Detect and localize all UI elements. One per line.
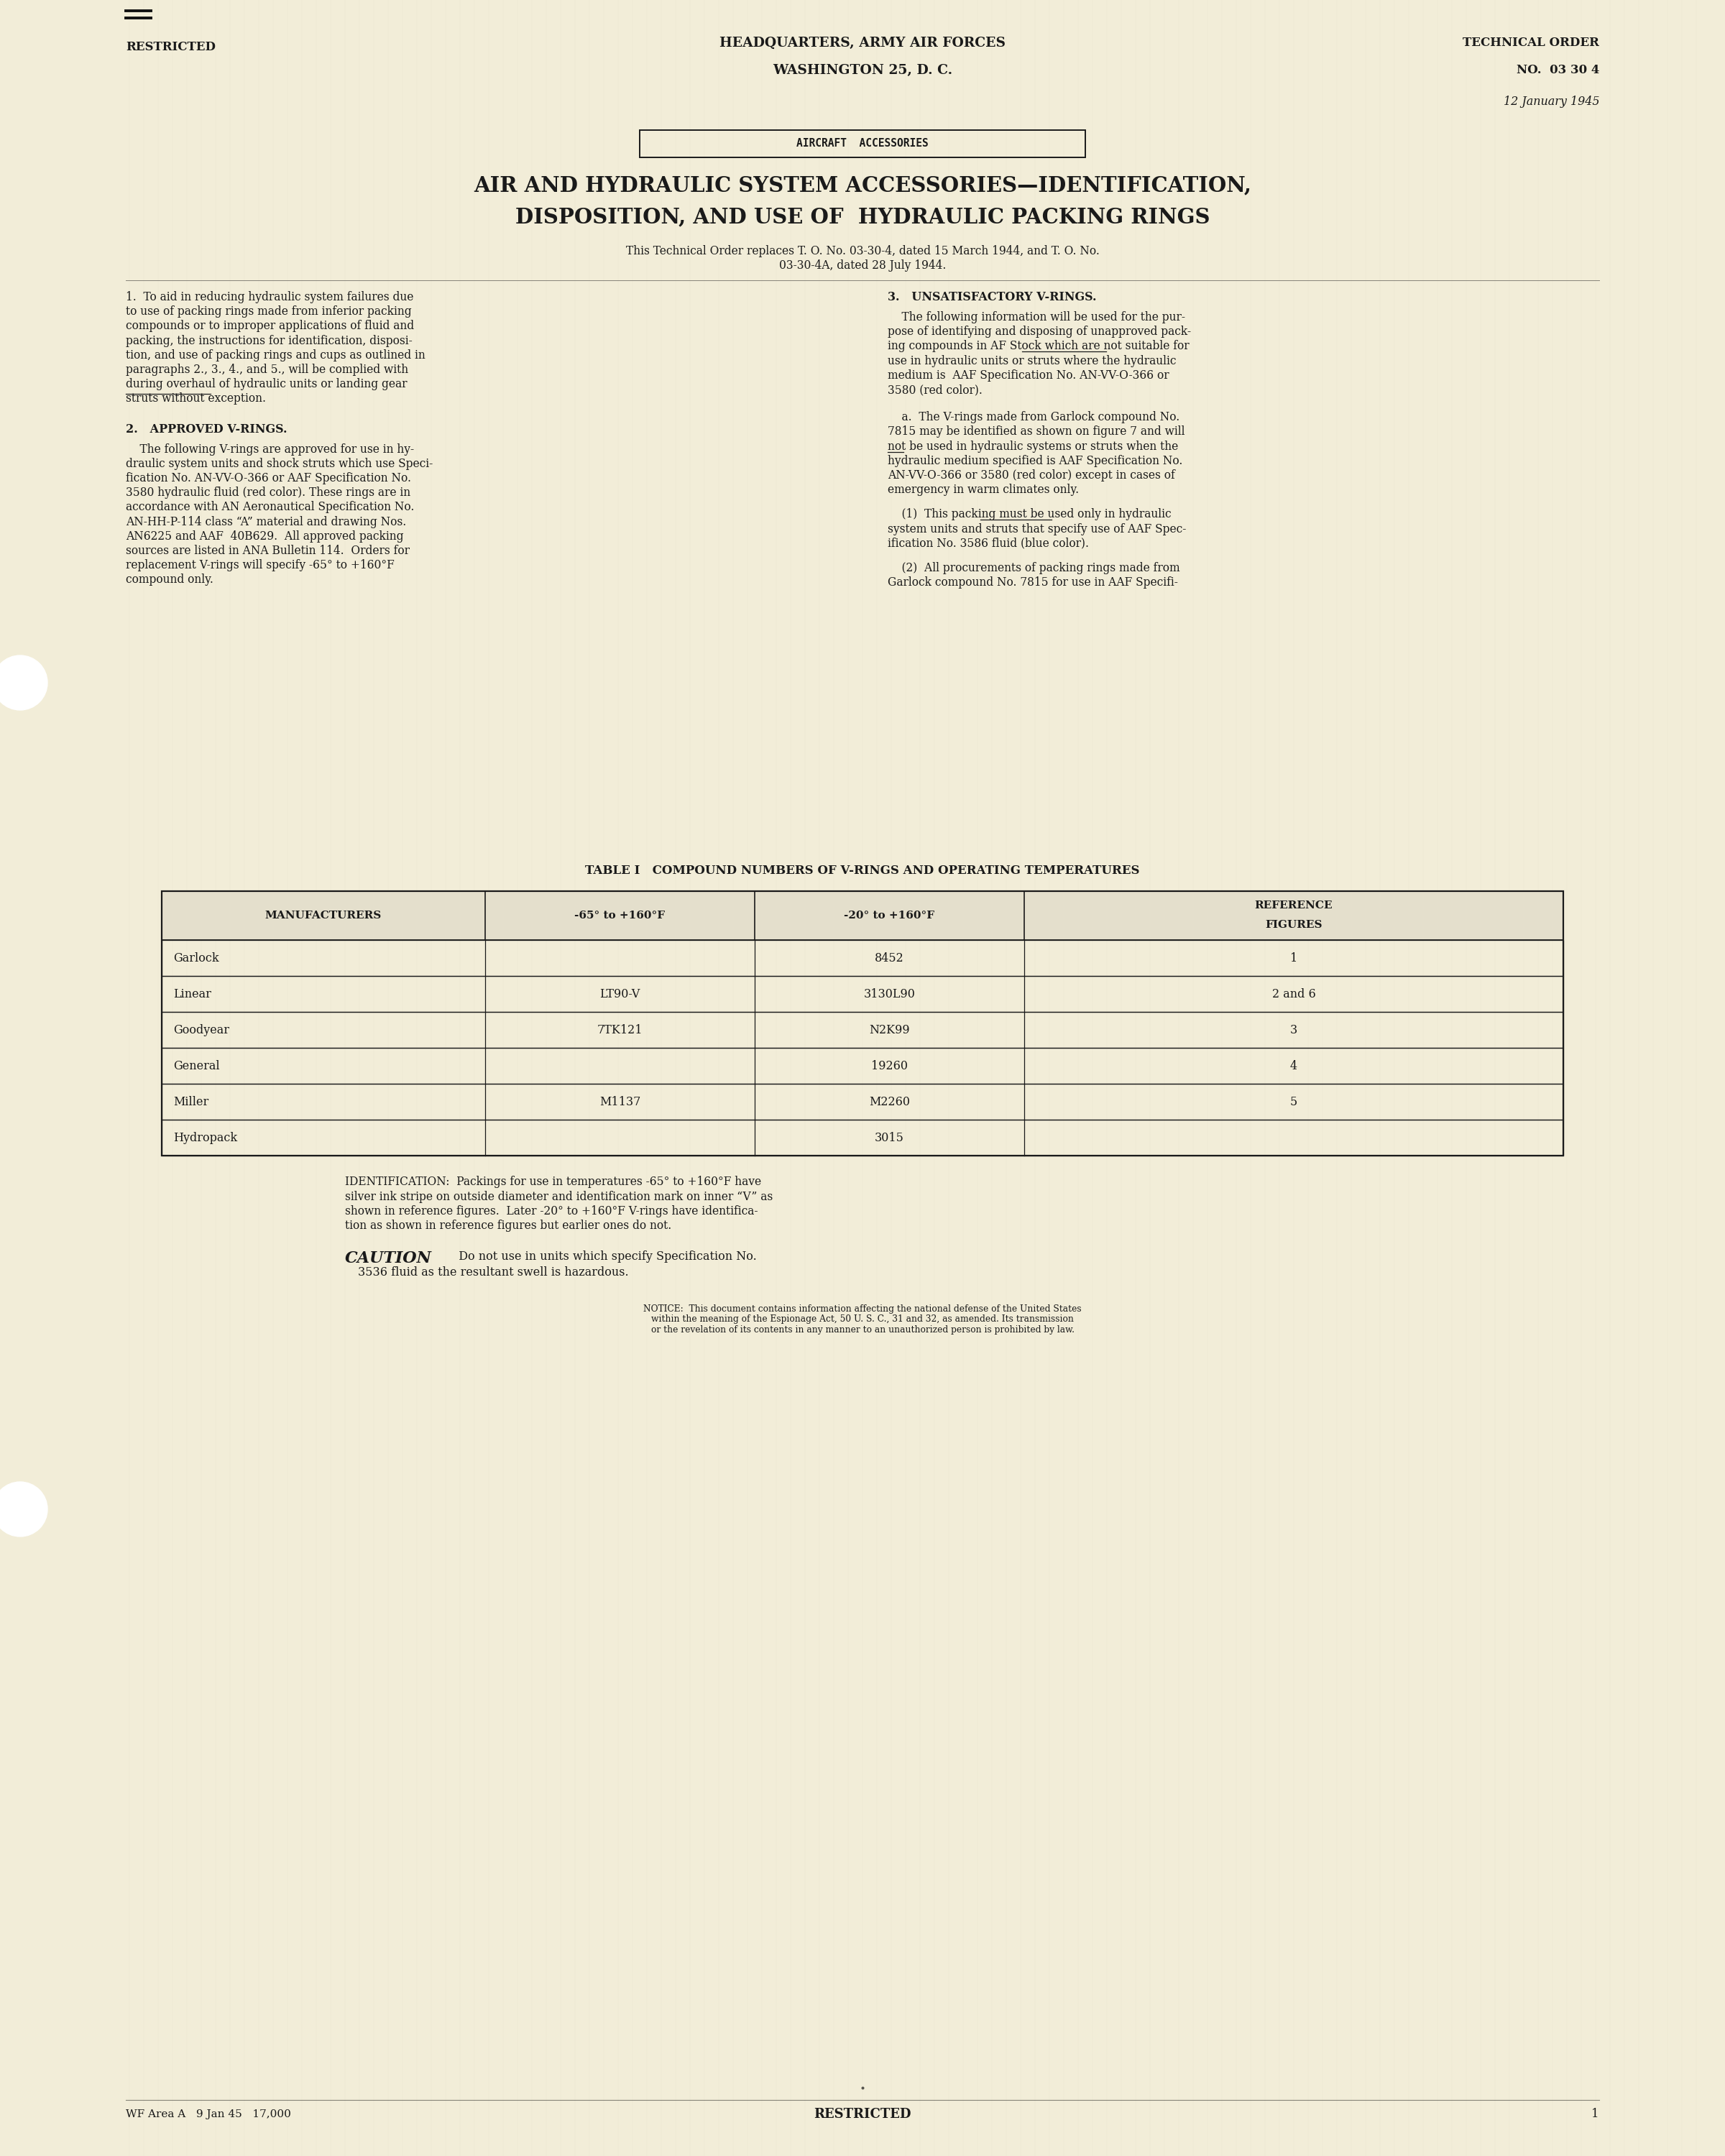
Text: AIRCRAFT  ACCESSORIES: AIRCRAFT ACCESSORIES <box>797 138 928 149</box>
Bar <box>162 1119 1563 1156</box>
Text: Hydropack: Hydropack <box>172 1132 238 1143</box>
Text: 3580 (red color).: 3580 (red color). <box>888 384 983 397</box>
Text: 3015: 3015 <box>875 1132 904 1143</box>
Text: 2 and 6: 2 and 6 <box>1271 987 1316 1000</box>
Text: within the meaning of the Espionage Act, 50 U. S. C., 31 and 32, as amended. Its: within the meaning of the Espionage Act,… <box>652 1315 1073 1324</box>
Text: M2260: M2260 <box>869 1095 911 1108</box>
Text: AN-VV-O-366 or 3580 (red color) except in cases of: AN-VV-O-366 or 3580 (red color) except i… <box>888 470 1175 481</box>
Text: 3536 fluid as the resultant swell is hazardous.: 3536 fluid as the resultant swell is haz… <box>359 1266 628 1279</box>
Text: 03-30-4A, dated 28 July 1944.: 03-30-4A, dated 28 July 1944. <box>780 261 945 272</box>
Text: compound only.: compound only. <box>126 573 214 586</box>
Text: TABLE I   COMPOUND NUMBERS OF V-RINGS AND OPERATING TEMPERATURES: TABLE I COMPOUND NUMBERS OF V-RINGS AND … <box>585 865 1140 877</box>
Text: -65° to +160°F: -65° to +160°F <box>574 910 666 921</box>
Text: during overhaul of hydraulic units or landing gear: during overhaul of hydraulic units or la… <box>126 377 407 390</box>
Bar <box>162 1011 1563 1048</box>
Text: tion as shown in reference figures but earlier ones do not.: tion as shown in reference figures but e… <box>345 1220 671 1233</box>
Text: 7815 may be identified as shown on figure 7 and will: 7815 may be identified as shown on figur… <box>888 425 1185 438</box>
Text: CAUTION: CAUTION <box>345 1250 431 1266</box>
Text: MANUFACTURERS: MANUFACTURERS <box>266 910 381 921</box>
Bar <box>162 890 1563 940</box>
Text: ing compounds in AF Stock which are not suitable for: ing compounds in AF Stock which are not … <box>888 341 1189 351</box>
Text: hydraulic medium specified is AAF Specification No.: hydraulic medium specified is AAF Specif… <box>888 455 1183 468</box>
Text: 19260: 19260 <box>871 1061 907 1072</box>
Text: 3130L90: 3130L90 <box>864 987 916 1000</box>
Bar <box>162 890 1563 1156</box>
Text: struts without exception.: struts without exception. <box>126 392 266 405</box>
Circle shape <box>0 655 48 709</box>
Text: AIR AND HYDRAULIC SYSTEM ACCESSORIES—IDENTIFICATION,: AIR AND HYDRAULIC SYSTEM ACCESSORIES—IDE… <box>474 175 1251 196</box>
Text: fication No. AN-VV-O-366 or AAF Specification No.: fication No. AN-VV-O-366 or AAF Specific… <box>126 472 411 485</box>
Text: accordance with AN Aeronautical Specification No.: accordance with AN Aeronautical Specific… <box>126 500 414 513</box>
Text: a.  The V-rings made from Garlock compound No.: a. The V-rings made from Garlock compoun… <box>888 412 1180 423</box>
Bar <box>162 977 1563 1011</box>
Text: -20° to +160°F: -20° to +160°F <box>844 910 935 921</box>
Text: Goodyear: Goodyear <box>172 1024 229 1037</box>
Text: NO.  03 30 4: NO. 03 30 4 <box>1516 65 1599 78</box>
Text: N2K99: N2K99 <box>869 1024 909 1037</box>
Text: Linear: Linear <box>172 987 210 1000</box>
Text: shown in reference figures.  Later -20° to +160°F V-rings have identifica-: shown in reference figures. Later -20° t… <box>345 1205 757 1218</box>
Bar <box>640 129 1085 157</box>
Text: medium is  AAF Specification No. AN-VV-O-366 or: medium is AAF Specification No. AN-VV-O-… <box>888 369 1170 382</box>
Text: ification No. 3586 fluid (blue color).: ification No. 3586 fluid (blue color). <box>888 537 1088 550</box>
Text: (1)  This packing must be used only in hydraulic: (1) This packing must be used only in hy… <box>888 509 1171 520</box>
Text: WASHINGTON 25, D. C.: WASHINGTON 25, D. C. <box>773 65 952 78</box>
Text: WF Area A   9 Jan 45   17,000: WF Area A 9 Jan 45 17,000 <box>126 2109 292 2119</box>
Text: TECHNICAL ORDER: TECHNICAL ORDER <box>1463 37 1599 50</box>
Text: 5: 5 <box>1290 1095 1297 1108</box>
Text: Garlock compound No. 7815 for use in AAF Specifi-: Garlock compound No. 7815 for use in AAF… <box>888 576 1178 589</box>
Text: AN-HH-P-114 class “A” material and drawing Nos.: AN-HH-P-114 class “A” material and drawi… <box>126 515 407 528</box>
Text: IDENTIFICATION:  Packings for use in temperatures -65° to +160°F have: IDENTIFICATION: Packings for use in temp… <box>345 1175 761 1188</box>
Bar <box>162 1048 1563 1084</box>
Text: use in hydraulic units or struts where the hydraulic: use in hydraulic units or struts where t… <box>888 356 1176 367</box>
Text: 1.  To aid in reducing hydraulic system failures due: 1. To aid in reducing hydraulic system f… <box>126 291 414 304</box>
Text: M1137: M1137 <box>599 1095 640 1108</box>
Text: 8452: 8452 <box>875 953 904 964</box>
Text: DISPOSITION, AND USE OF  HYDRAULIC PACKING RINGS: DISPOSITION, AND USE OF HYDRAULIC PACKIN… <box>516 207 1209 229</box>
Text: system units and struts that specify use of AAF Spec-: system units and struts that specify use… <box>888 524 1187 535</box>
Text: 3: 3 <box>1290 1024 1297 1037</box>
Text: RESTRICTED: RESTRICTED <box>814 2109 911 2122</box>
Text: to use of packing rings made from inferior packing: to use of packing rings made from inferi… <box>126 306 412 317</box>
Text: RESTRICTED: RESTRICTED <box>126 41 216 54</box>
Text: AN6225 and AAF  40B629.  All approved packing: AN6225 and AAF 40B629. All approved pack… <box>126 530 404 543</box>
Text: 3.   UNSATISFACTORY V-RINGS.: 3. UNSATISFACTORY V-RINGS. <box>888 291 1097 304</box>
Text: 4: 4 <box>1290 1061 1297 1072</box>
Text: emergency in warm climates only.: emergency in warm climates only. <box>888 483 1078 496</box>
Text: LT90-V: LT90-V <box>600 987 640 1000</box>
Text: pose of identifying and disposing of unapproved pack-: pose of identifying and disposing of una… <box>888 326 1190 338</box>
Text: REFERENCE: REFERENCE <box>1254 901 1333 910</box>
Text: compounds or to improper applications of fluid and: compounds or to improper applications of… <box>126 319 414 332</box>
Text: or the revelation of its contents in any manner to an unauthorized person is pro: or the revelation of its contents in any… <box>650 1326 1075 1335</box>
Text: The following information will be used for the pur-: The following information will be used f… <box>888 310 1185 323</box>
Text: replacement V-rings will specify -65° to +160°F: replacement V-rings will specify -65° to… <box>126 558 395 571</box>
Text: 2.   APPROVED V-RINGS.: 2. APPROVED V-RINGS. <box>126 423 286 436</box>
Text: 1: 1 <box>1592 2109 1599 2122</box>
Text: 3580 hydraulic fluid (red color). These rings are in: 3580 hydraulic fluid (red color). These … <box>126 487 411 498</box>
Text: This Technical Order replaces T. O. No. 03-30-4, dated 15 March 1944, and T. O. : This Technical Order replaces T. O. No. … <box>626 246 1099 257</box>
Text: packing, the instructions for identification, disposi-: packing, the instructions for identifica… <box>126 334 412 347</box>
Text: General: General <box>172 1061 219 1072</box>
Text: Garlock: Garlock <box>172 953 219 964</box>
Text: Do not use in units which specify Specification No.: Do not use in units which specify Specif… <box>452 1250 757 1263</box>
Circle shape <box>0 1481 48 1537</box>
Bar <box>162 1084 1563 1119</box>
Text: draulic system units and shock struts which use Speci-: draulic system units and shock struts wh… <box>126 457 433 470</box>
Text: not be used in hydraulic systems or struts when the: not be used in hydraulic systems or stru… <box>888 440 1178 453</box>
Text: silver ink stripe on outside diameter and identification mark on inner “V” as: silver ink stripe on outside diameter an… <box>345 1190 773 1203</box>
Text: 7TK121: 7TK121 <box>597 1024 643 1037</box>
Text: NOTICE:  This document contains information affecting the national defense of th: NOTICE: This document contains informati… <box>643 1304 1082 1313</box>
Bar <box>162 940 1563 977</box>
Text: Miller: Miller <box>172 1095 209 1108</box>
Text: sources are listed in ANA Bulletin 114.  Orders for: sources are listed in ANA Bulletin 114. … <box>126 545 411 556</box>
Text: (2)  All procurements of packing rings made from: (2) All procurements of packing rings ma… <box>888 563 1180 573</box>
Text: HEADQUARTERS, ARMY AIR FORCES: HEADQUARTERS, ARMY AIR FORCES <box>719 37 1006 50</box>
Text: 12 January 1945: 12 January 1945 <box>1502 95 1599 108</box>
Text: FIGURES: FIGURES <box>1264 921 1323 929</box>
Text: 1: 1 <box>1290 953 1297 964</box>
Text: paragraphs 2., 3., 4., and 5., will be complied with: paragraphs 2., 3., 4., and 5., will be c… <box>126 364 409 375</box>
Text: The following V-rings are approved for use in hy-: The following V-rings are approved for u… <box>126 444 414 455</box>
Text: tion, and use of packing rings and cups as outlined in: tion, and use of packing rings and cups … <box>126 349 426 362</box>
